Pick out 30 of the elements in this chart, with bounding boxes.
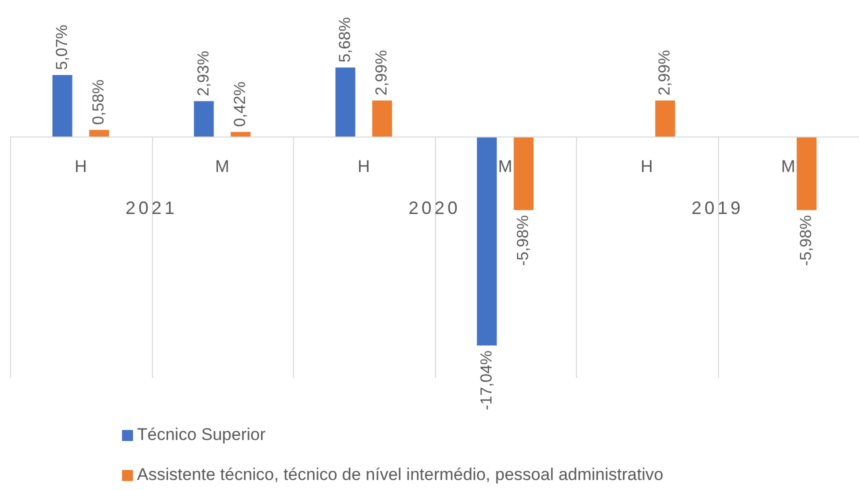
data-label: -17,04% [478, 350, 496, 410]
x-tick-label: H [358, 156, 370, 176]
legend-label: Assistente técnico, técnico de nível intermédio, pessoal administrativo [137, 465, 664, 485]
x-tick-label: M [215, 156, 230, 176]
annotation: 2021 [125, 198, 178, 218]
bar [52, 75, 72, 138]
x-tick-label: H [74, 156, 87, 176]
bar [194, 101, 214, 138]
legend-label: Técnico Superior [137, 425, 266, 445]
data-label: 2,99% [656, 50, 674, 96]
bar [514, 137, 534, 210]
annotation: 2019 [691, 198, 744, 218]
data-label: 2,99% [374, 50, 391, 96]
data-label: 0,42% [232, 82, 250, 127]
bar [796, 137, 817, 210]
bar [655, 100, 676, 138]
data-label: 5,07% [54, 24, 71, 70]
x-tick-label: H [640, 156, 653, 176]
bar [335, 68, 356, 138]
data-label: -5,98% [515, 215, 532, 266]
data-label: 5,68% [336, 17, 354, 63]
data-label: -5,98% [798, 215, 816, 266]
x-tick-label: M [781, 156, 796, 176]
annotation: 2020 [408, 198, 461, 218]
bar [476, 137, 497, 346]
data-label: 0,58% [90, 80, 108, 125]
data-label: 2,93% [195, 50, 212, 96]
bar [89, 130, 110, 138]
x-tick-label: M [498, 156, 512, 176]
bar [372, 100, 392, 138]
